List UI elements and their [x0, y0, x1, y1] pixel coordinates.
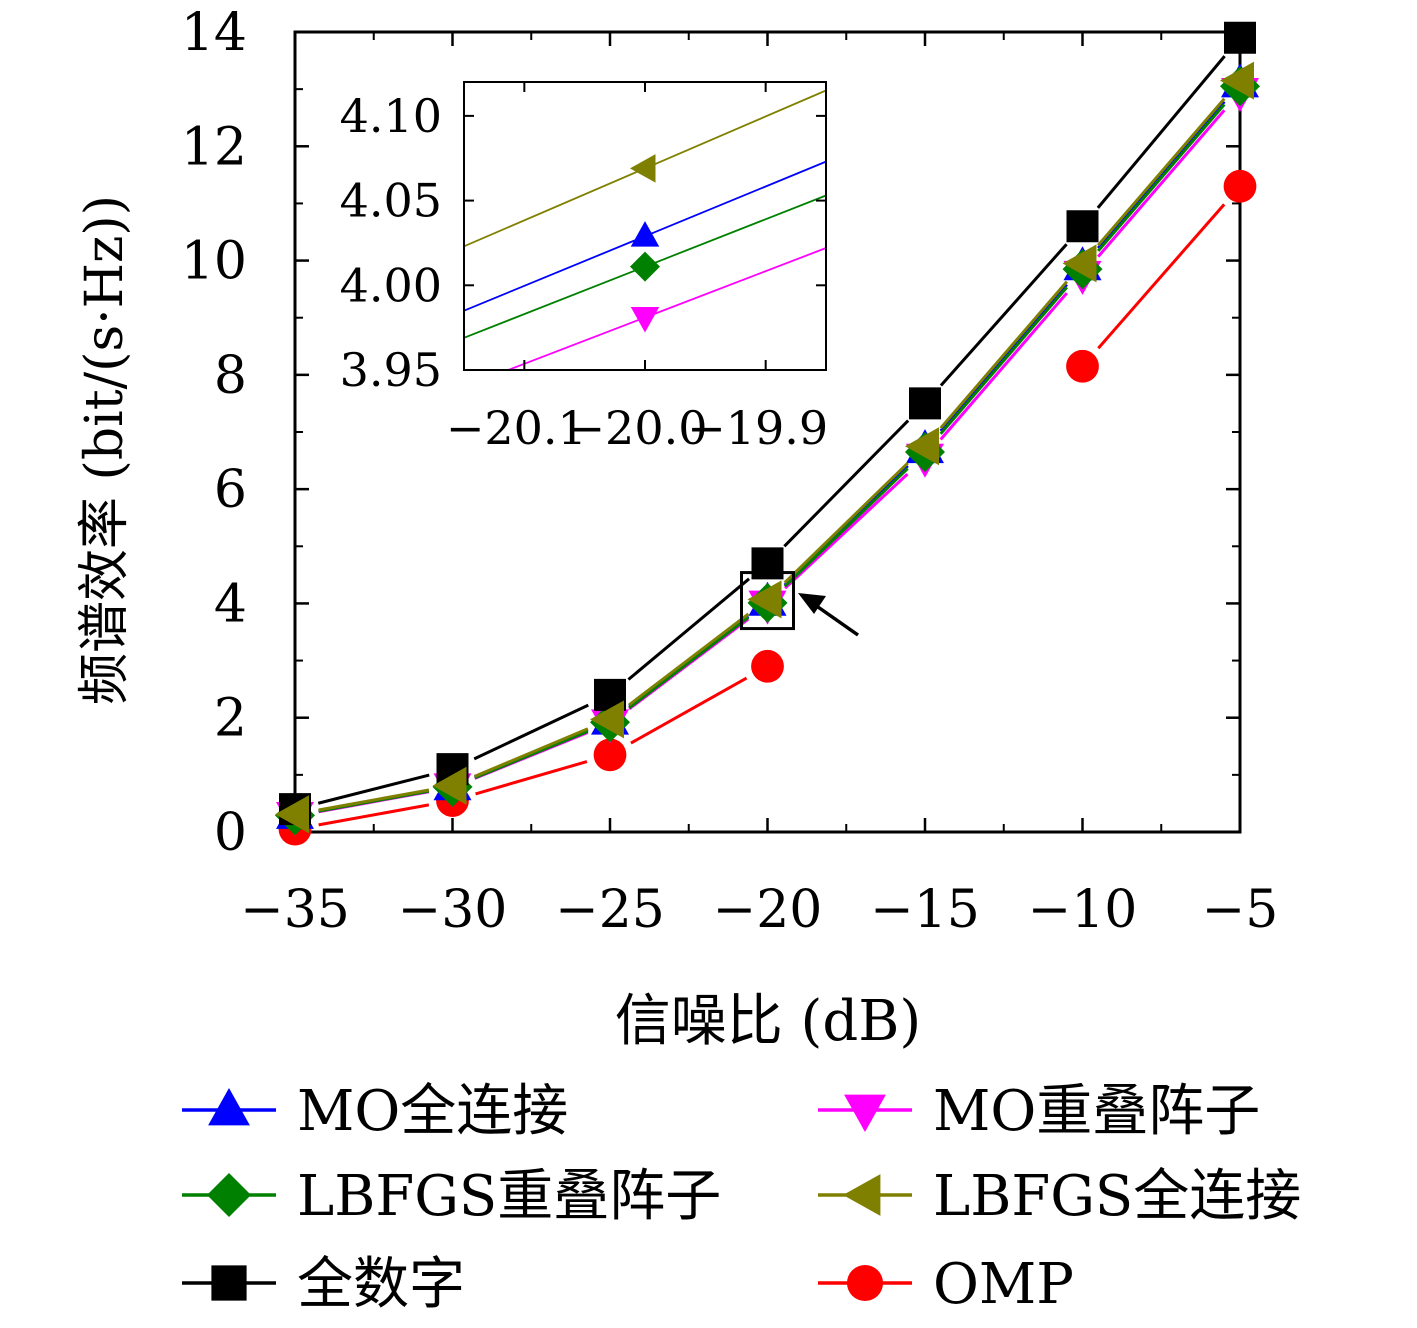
series-line: [783, 467, 909, 588]
series-line: [318, 788, 430, 812]
legend-marker: [208, 1088, 250, 1126]
series-line: [1097, 100, 1226, 250]
series-line: [1097, 203, 1226, 350]
inset-x-tick-label: −20.1: [446, 401, 587, 455]
series-line: [474, 727, 589, 778]
series-line: [784, 472, 909, 590]
legend-marker: [843, 1174, 881, 1216]
inset-data-point-1: [630, 221, 660, 247]
legend-marker: [207, 1173, 251, 1217]
x-tick-label: −15: [870, 880, 980, 940]
inset-y-tick-label: 4.05: [340, 174, 442, 228]
x-tick-label: −5: [1202, 880, 1279, 940]
series-line: [783, 419, 910, 548]
x-tick-label: −20: [713, 880, 823, 940]
series-line: [939, 283, 1068, 432]
y-tick-label: 14: [181, 3, 247, 63]
data-point: [275, 795, 309, 834]
data-point: [1066, 210, 1099, 243]
legend-label: OMP: [933, 1252, 1074, 1317]
inset-series: [464, 89, 826, 370]
legend-marker: [844, 1094, 886, 1132]
data-point: [747, 580, 782, 619]
series-line: [939, 243, 1068, 387]
series-3: [275, 61, 1254, 834]
annotations: [740, 571, 860, 637]
series-line: [939, 292, 1068, 441]
series-line: [628, 612, 750, 707]
inset-y-tick-label: 3.95: [340, 343, 442, 397]
zoom-arrow-head: [798, 593, 826, 614]
legend-item: MO重叠阵子: [818, 1079, 1260, 1144]
series-line: [473, 703, 589, 761]
x-tick-label: −35: [240, 880, 350, 940]
data-point: [905, 427, 939, 466]
zoom-region-box: [740, 571, 795, 631]
series-line: [628, 616, 750, 709]
data-point: [751, 649, 784, 683]
y-tick-label: 0: [214, 803, 247, 863]
legend-marker: [211, 1265, 247, 1301]
data-point: [1066, 349, 1099, 383]
legend-label: MO全连接: [297, 1079, 568, 1144]
legend-marker: [846, 1264, 884, 1302]
y-tick-label: 2: [214, 689, 247, 749]
y-tick-label: 8: [214, 346, 247, 406]
legend-label: LBFGS重叠阵子: [297, 1164, 721, 1229]
data-point: [1223, 169, 1257, 203]
legend-label: LBFGS全连接: [933, 1164, 1301, 1229]
series-line: [317, 773, 430, 805]
data-point: [594, 678, 626, 711]
series-line: [318, 803, 430, 827]
data-point: [1220, 61, 1254, 100]
y-tick-label: 12: [181, 117, 247, 177]
data-point: [751, 547, 784, 580]
x-tick-label: −30: [398, 880, 508, 940]
inset-x-tick-label: −20.0: [567, 401, 708, 455]
y-tick-label: 6: [214, 460, 247, 520]
series-line: [1097, 103, 1226, 252]
data-point: [593, 738, 627, 772]
data-point: [432, 766, 467, 805]
legend-item: 全数字: [182, 1252, 465, 1317]
series-line: [630, 676, 748, 745]
x-tick-label: −10: [1028, 880, 1138, 940]
y-tick-label: 10: [181, 232, 247, 292]
zoom-arrow-shaft: [816, 605, 860, 637]
inset-y-tick-label: 4.00: [340, 258, 442, 312]
series-line: [783, 461, 909, 584]
legend-item: LBFGS重叠阵子: [182, 1164, 721, 1229]
inset-x-tick-label: −19.9: [687, 401, 828, 455]
inset-data-point-3: [630, 306, 660, 333]
y-axis-label: 频谱效率 (bit/(s·Hz)): [75, 195, 135, 705]
legend-item: MO全连接: [182, 1079, 568, 1144]
inset-y-tick-label: 4.10: [340, 89, 442, 143]
series-line: [1097, 109, 1226, 258]
inset-data-point-2: [630, 251, 660, 282]
data-point: [1062, 244, 1097, 283]
data-point: [1224, 21, 1256, 54]
series-line: [939, 280, 1068, 430]
legend-label: 全数字: [297, 1252, 465, 1317]
legend-item: LBFGS全连接: [818, 1164, 1301, 1229]
legend-item: OMP: [818, 1252, 1074, 1317]
main-plot: −35 −30 −25 −20 −15 −10 −5 0 2 4 6 8 10 12 14: [181, 3, 1279, 940]
inset-plot: −20.1−20.0−19.9 3.95 4.00 4.05 4.10: [340, 80, 828, 455]
x-tick-label: −25: [555, 880, 665, 940]
series-line: [475, 760, 588, 796]
x-axis-label: 信噪比 (dB): [615, 989, 922, 1054]
data-point: [909, 387, 941, 420]
series-line: [939, 286, 1068, 435]
series-line: [1096, 55, 1226, 209]
inset-data-point-0: [630, 154, 656, 183]
data-point: [590, 700, 624, 739]
series-line: [627, 577, 751, 681]
series-line: [1097, 97, 1226, 247]
legend-label: MO重叠阵子: [933, 1079, 1260, 1144]
y-tick-label: 4: [214, 574, 247, 634]
